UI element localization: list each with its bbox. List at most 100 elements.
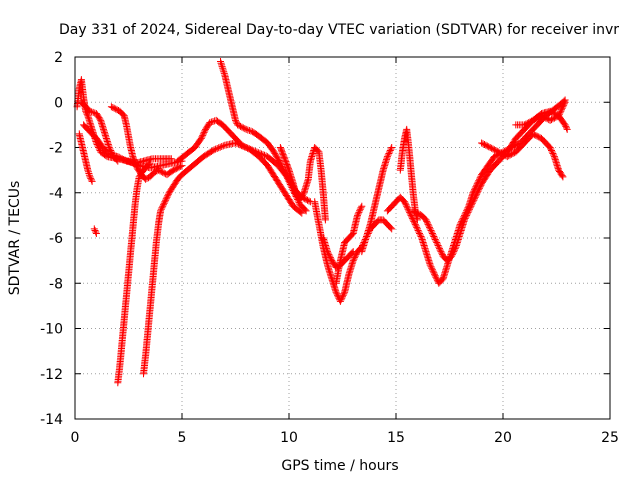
data-point: [88, 177, 96, 185]
data-point: [470, 196, 478, 204]
data-point: [159, 168, 167, 176]
x-axis-label: GPS time / hours: [281, 458, 398, 474]
data-point: [450, 248, 458, 256]
data-point: [485, 143, 493, 151]
data-point: [384, 151, 392, 159]
data-points: [73, 58, 571, 387]
data-point: [270, 148, 278, 156]
data-point: [547, 145, 555, 153]
data-point: [489, 145, 497, 153]
data-point: [424, 220, 432, 228]
data-point: [324, 248, 331, 256]
series-rise-7: [217, 58, 310, 215]
data-point: [483, 142, 491, 150]
data-point: [471, 193, 479, 201]
data-point: [549, 109, 557, 117]
data-point: [557, 107, 565, 115]
data-point: [197, 134, 205, 142]
data-point: [357, 204, 365, 212]
data-point: [234, 121, 242, 129]
data-point: [336, 297, 344, 305]
data-point: [282, 171, 290, 179]
data-point: [549, 150, 557, 157]
data-point: [475, 186, 483, 194]
data-point: [505, 152, 513, 160]
data-point: [533, 132, 541, 140]
data-point: [385, 150, 393, 157]
data-point: [462, 213, 470, 221]
data-point: [281, 168, 289, 176]
series-arc-early-b: [80, 121, 175, 167]
data-point: [169, 166, 177, 174]
data-point: [198, 133, 206, 141]
data-point: [476, 184, 483, 192]
data-point: [451, 245, 459, 253]
data-point: [298, 209, 306, 217]
data-point: [549, 115, 557, 123]
grid-lines: [75, 57, 610, 419]
data-point: [242, 144, 250, 151]
data-point: [416, 231, 424, 239]
data-point: [538, 112, 545, 120]
data-point: [339, 293, 346, 301]
data-point: [412, 222, 420, 230]
data-point: [432, 237, 440, 245]
data-point: [401, 198, 409, 206]
data-point: [561, 98, 569, 106]
series-arc-13.5: [358, 144, 396, 256]
data-point: [213, 145, 221, 152]
data-point: [87, 174, 95, 182]
x-tick-label: 25: [601, 430, 619, 446]
data-point: [160, 201, 167, 209]
data-point: [559, 173, 567, 181]
data-point: [238, 123, 246, 131]
data-point: [448, 252, 456, 260]
data-point: [326, 254, 334, 262]
data-point: [522, 120, 530, 128]
data-point: [92, 228, 100, 236]
data-point: [238, 141, 246, 149]
data-point: [428, 228, 436, 236]
data-point: [430, 269, 438, 277]
data-point: [333, 290, 341, 298]
data-point: [563, 124, 570, 132]
data-point: [338, 294, 346, 302]
tick-labels: 0 5 10 15 20 25 -14 -12 -10 -8 -6 -4 -2 0 2: [40, 50, 619, 446]
data-point: [89, 108, 97, 116]
data-point: [175, 163, 183, 171]
data-point: [411, 208, 418, 216]
series-dip-12: [311, 198, 396, 305]
y-tick-label: -2: [49, 141, 63, 157]
data-point: [468, 201, 476, 209]
data-point: [426, 223, 433, 231]
x-tick-label: 0: [71, 430, 80, 446]
data-point: [215, 144, 223, 152]
data-point: [425, 222, 433, 230]
data-point: [388, 144, 396, 151]
data-point: [428, 266, 436, 274]
data-point: [232, 116, 239, 124]
data-point: [560, 101, 568, 109]
data-point: [495, 148, 503, 156]
data-point: [83, 110, 91, 118]
data-point: [327, 255, 335, 263]
data-point: [324, 249, 332, 257]
data-point: [280, 167, 288, 175]
data-point: [349, 248, 357, 256]
y-tick-label: -12: [40, 367, 63, 383]
data-point: [414, 227, 422, 234]
data-point: [466, 205, 473, 213]
data-point: [526, 118, 534, 126]
data-point: [528, 117, 535, 125]
data-point: [387, 145, 395, 153]
data-point: [478, 139, 486, 147]
data-point: [413, 225, 421, 233]
data-point: [423, 219, 431, 227]
data-point: [431, 236, 439, 243]
data-point: [85, 171, 93, 179]
data-point: [199, 130, 207, 138]
data-point: [355, 208, 363, 216]
data-point: [210, 146, 218, 154]
data-point: [241, 125, 249, 133]
data-point: [463, 210, 471, 218]
